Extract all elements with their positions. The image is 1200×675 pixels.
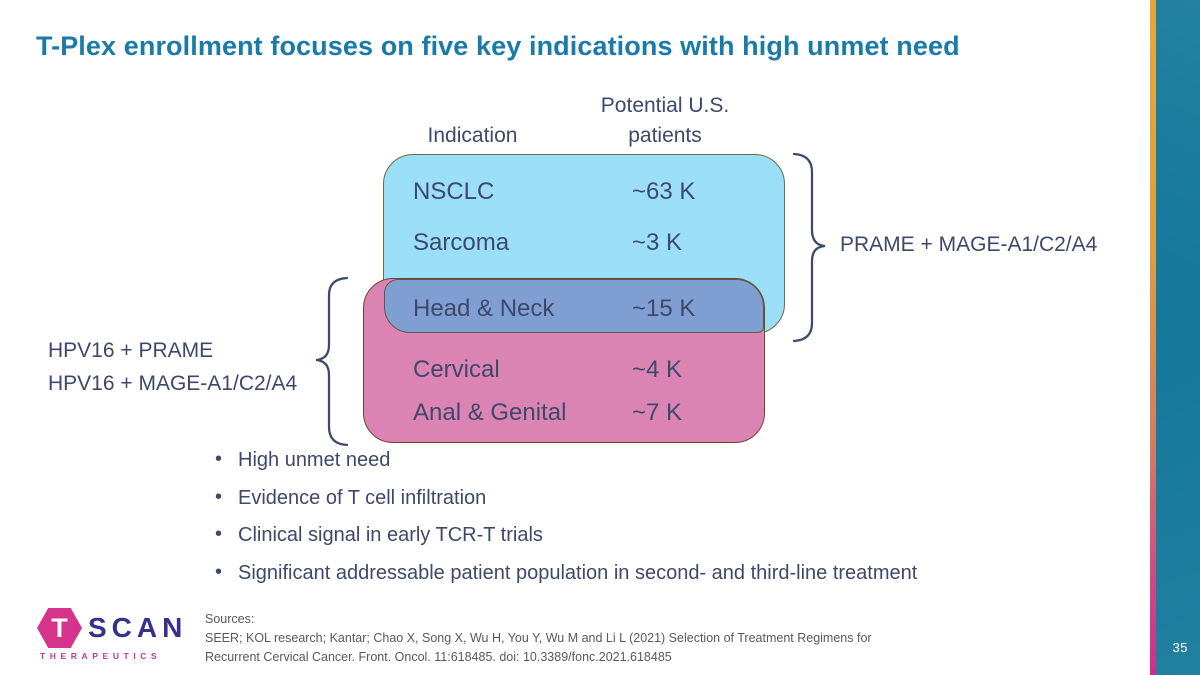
table-row: Cervical ~4 K [413, 356, 758, 384]
indication-name: Anal & Genital [413, 399, 567, 426]
patient-count: ~4 K [632, 356, 683, 383]
patient-count: ~7 K [632, 399, 683, 426]
tscan-therapeutics-label: THERAPEUTICS [40, 651, 162, 661]
page-title: T-Plex enrollment focuses on five key in… [36, 31, 960, 61]
indication-name: NSCLC [413, 178, 495, 205]
tscan-wordmark: SCAN [88, 612, 188, 643]
left-brace [315, 276, 349, 447]
tscan-hexagon-icon: T [37, 608, 82, 648]
sources-label: Sources: [205, 612, 255, 626]
edge-gradient-strip [1150, 0, 1156, 675]
sources-note: Sources: SEER; KOL research; Kantar; Cha… [205, 610, 872, 667]
table-row: Head & Neck ~15 K [413, 295, 758, 323]
list-item: High unmet need [213, 448, 917, 487]
indication-name: Cervical [413, 356, 500, 383]
table-row: Sarcoma ~3 K [413, 229, 758, 257]
group-label-hpv16-line2: HPV16 + MAGE-A1/C2/A4 [48, 372, 298, 395]
sources-line2: Recurrent Cervical Cancer. Front. Oncol.… [205, 650, 672, 664]
list-item: Significant addressable patient populati… [213, 561, 917, 600]
list-item: Evidence of T cell infiltration [213, 486, 917, 525]
column-header-patients-line2: patients [628, 124, 702, 147]
column-header-patients: Potential U.S. patients [572, 91, 758, 151]
patient-count: ~63 K [632, 178, 696, 205]
group-label-prame-mage: PRAME + MAGE-A1/C2/A4 [840, 233, 1098, 256]
tscan-hexagon-letter: T [51, 612, 68, 643]
patient-count: ~15 K [632, 295, 696, 322]
right-brace [792, 152, 826, 343]
table-row: NSCLC ~63 K [413, 178, 758, 206]
tscan-logo: T SCAN THERAPEUTICS [37, 608, 197, 661]
column-header-indication: Indication [427, 124, 518, 147]
patient-count: ~3 K [632, 229, 683, 256]
group-label-hpv16: HPV16 + PRAME HPV16 + MAGE-A1/C2/A4 [48, 334, 297, 400]
indication-name: Head & Neck [413, 295, 555, 322]
edge-teal-band: 35 [1156, 0, 1200, 675]
list-item: Clinical signal in early TCR-T trials [213, 523, 917, 562]
column-header-patients-line1: Potential U.S. [600, 94, 730, 117]
group-label-hpv16-line1: HPV16 + PRAME [48, 339, 214, 362]
page-number: 35 [1172, 640, 1188, 655]
sources-line1: SEER; KOL research; Kantar; Chao X, Song… [205, 631, 872, 645]
key-points-list: High unmet need Evidence of T cell infil… [213, 448, 917, 600]
table-row: Anal & Genital ~7 K [413, 399, 758, 427]
indication-name: Sarcoma [413, 229, 510, 256]
venn-overlap-region [384, 279, 764, 333]
